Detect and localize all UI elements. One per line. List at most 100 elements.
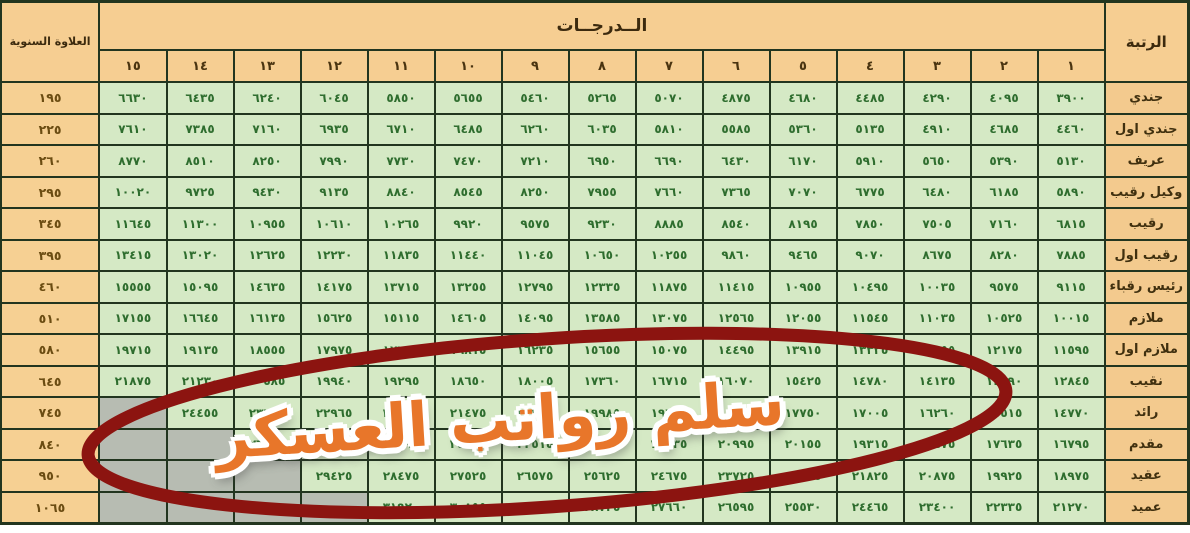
rank-cell: جندي اول	[1103, 112, 1190, 146]
salary-cell: ١٨٥٥٥	[232, 333, 302, 367]
salary-cell: ١٧١٥٥	[98, 301, 168, 335]
table-row: ملازم ١٠٠١٥ ١٠٥٢٥ ١١٠٣٥ ١١٥٤٥ ١٢٠٥٥ ١٢٥٦٥ ١٣٠٧٥…	[0, 301, 1190, 335]
salary-cell: ١٠٠٣٥	[902, 270, 972, 304]
salary-cell: ٣٩٠٠	[1036, 81, 1106, 115]
salary-cell: ٦٤٣٠	[701, 144, 771, 178]
salary-cell: ١٠٢٥٥	[634, 238, 704, 272]
salary-cell: ١٧٣٩٥	[366, 333, 436, 367]
salary-cell: ١١٤١٥	[701, 270, 771, 304]
salary-cell: ١٣٠٢٠	[165, 238, 235, 272]
salary-cell: ٧١٦٠	[232, 112, 302, 146]
table-row: رقيب اول ٧٨٨٥ ٨٢٨٠ ٨٦٧٥ ٩٠٧٠ ٩٤٦٥ ٩٨٦٠ ١٠٢٥٥ ١٠٦…	[0, 238, 1190, 272]
salary-cell: ١٥٥٥٥	[98, 270, 168, 304]
header-row-top: الرتبة الــدرجــات العلاوة السنوية	[0, 0, 1190, 83]
salary-cell: ١١٨٣٥	[366, 238, 436, 272]
salary-cell: ١١٠٣٥	[902, 301, 972, 335]
salary-cell: ٧٩٥٥	[567, 175, 637, 209]
salary-cell: ١٨٩٧٥	[1036, 459, 1106, 493]
salary-cell: ١٣٥٨٥	[567, 301, 637, 335]
salary-cell: ٤٠٩٥	[969, 81, 1039, 115]
salary-cell: ٨٨٨٥	[634, 207, 704, 241]
rank-cell: رئيس رقباء	[1103, 270, 1190, 304]
salary-cell: ١٣٤٩٠	[969, 364, 1039, 398]
salary-cell: ١٢٧٥٥	[902, 333, 972, 367]
salary-cell: ٦٨١٥	[1036, 207, 1106, 241]
salary-cell: ٨٢٥٠	[500, 175, 570, 209]
table-row: رئيس رقباء ٩١١٥ ٩٥٧٥ ١٠٠٣٥ ١٠٤٩٥ ١٠٩٥٥ ١١٤١٥ ١١…	[0, 270, 1190, 304]
salary-cell: ١٥٠٩٥	[165, 270, 235, 304]
empty-cell	[299, 490, 369, 524]
salary-cell: ٧٨٥٠	[835, 207, 905, 241]
salary-cell: ٩٤٣٠	[232, 175, 302, 209]
salary-cell: ١٢٧٩٥	[500, 270, 570, 304]
grade-1-header: ١	[1036, 49, 1106, 83]
salary-cell: ٤٢٩٠	[902, 81, 972, 115]
table-row: وكيل رقيب ٥٨٩٠ ٦١٨٥ ٦٤٨٠ ٦٧٧٥ ٧٠٧٠ ٧٣٦٥ ٧٦٦٠ ٧٩٥…	[0, 175, 1190, 209]
allowance-cell: ٣٩٥	[0, 238, 101, 272]
allowance-cell: ٣٤٥	[0, 207, 101, 241]
salary-cell: ٧٣٦٥	[701, 175, 771, 209]
salary-cell: ١٧٦٣٥	[969, 427, 1039, 461]
salary-cell: ١٦٦٤٥	[165, 301, 235, 335]
salary-cell: ١١٥٩٥	[1036, 333, 1106, 367]
salary-cell: ١٠٦٥٠	[567, 238, 637, 272]
salary-cell: ٧١٦٠	[969, 207, 1039, 241]
salary-cell: ١٤١٣٥	[902, 364, 972, 398]
grade-7-header: ٧	[634, 49, 704, 83]
salary-cell: ٢٧٦٦٠	[634, 490, 704, 524]
grade-9-header: ٩	[500, 49, 570, 83]
salary-cell: ١٣٤١٥	[98, 238, 168, 272]
salary-cell: ٢٠٨٧٥	[902, 459, 972, 493]
rank-cell: نقيب	[1103, 364, 1190, 398]
salary-cell: ١٣٢٥٥	[433, 270, 503, 304]
grade-numbers-row: ١ ٢ ٣ ٤ ٥ ٦ ٧ ٨ ٩ ١٠ ١١ ١٢ ١٣ ١٤ ١٥	[0, 49, 1188, 83]
salary-cell: ١٣٠٧٥	[634, 301, 704, 335]
salary-cell: ٢٢٣٣٥	[969, 490, 1039, 524]
salary-cell: ٨٦٧٥	[902, 238, 972, 272]
salary-cell: ٥٠٧٠	[634, 81, 704, 115]
salary-cell: ٦٧١٠	[366, 112, 436, 146]
salary-cell: ٦٤٨٥	[433, 112, 503, 146]
salary-cell: ٦٢٤٠	[232, 81, 302, 115]
salary-cell: ١٧٩٧٥	[299, 333, 369, 367]
salary-cell: ١١٠٤٥	[500, 238, 570, 272]
rank-cell: رقيب اول	[1103, 238, 1190, 272]
allowance-column-header: العلاوة السنوية	[0, 0, 101, 83]
allowance-cell: ٢٢٥	[0, 112, 101, 146]
salary-cell: ٥٢٦٥	[567, 81, 637, 115]
salary-cell: ١٨٤٧٥	[902, 427, 972, 461]
table-row: رقيب ٦٨١٥ ٧١٦٠ ٧٥٠٥ ٧٨٥٠ ٨١٩٥ ٨٥٤٠ ٨٨٨٥ ٩٢٣٠ ٩٥٧٥…	[0, 207, 1190, 241]
salary-cell: ٥٣٩٠	[969, 144, 1039, 178]
salary-cell: ٧٠٧٠	[768, 175, 838, 209]
salary-cell: ٦١٨٥	[969, 175, 1039, 209]
salary-cell: ٢١٨٢٥	[835, 459, 905, 493]
allowance-cell: ١٩٥	[0, 81, 101, 115]
salary-cell: ١٢٢٣٠	[299, 238, 369, 272]
salary-cell: ١٢٠٥٥	[768, 301, 838, 335]
salary-cell: ٧٥٠٥	[902, 207, 972, 241]
grade-3-header: ٣	[902, 49, 972, 83]
salary-cell: ٨٥١٠	[165, 144, 235, 178]
salary-cell: ٩٥٧٥	[500, 207, 570, 241]
allowance-cell: ٥٨٠	[0, 333, 101, 367]
table-row: جندي ٣٩٠٠ ٤٠٩٥ ٤٢٩٠ ٤٤٨٥ ٤٦٨٠ ٤٨٧٥ ٥٠٧٠ ٥٢٦٥ ٥٤٦٠…	[0, 81, 1190, 115]
salary-cell: ٥١٣٠	[1036, 144, 1106, 178]
table-row: جندي اول ٤٤٦٠ ٤٦٨٥ ٤٩١٠ ٥١٣٥ ٥٣٦٠ ٥٥٨٥ ٥٨١٠ ٦٠٣٥…	[0, 112, 1190, 146]
grade-15-header: ١٥	[98, 49, 168, 83]
rank-cell: ملازم اول	[1103, 333, 1190, 367]
salary-cell: ٥٦٥٥	[433, 81, 503, 115]
salary-cell: ٦٤٣٥	[165, 81, 235, 115]
allowance-cell: ٥١٠	[0, 301, 101, 335]
salary-cell: ٩٩٢٠	[433, 207, 503, 241]
salary-cell: ٢٨٧٢٥	[567, 490, 637, 524]
salary-cell: ٧٧٣٠	[366, 144, 436, 178]
rank-cell: مقدم	[1103, 427, 1190, 461]
salary-cell: ٩٧٢٥	[165, 175, 235, 209]
salary-cell: ١٠٩٥٥	[232, 207, 302, 241]
rank-cell: عريف	[1103, 144, 1190, 178]
salary-cell: ٦٤٨٠	[902, 175, 972, 209]
salary-cell: ٥٦٥٠	[902, 144, 972, 178]
salary-cell: ٤٩١٠	[902, 112, 972, 146]
salary-cell: ١٠٤٩٥	[835, 270, 905, 304]
salary-cell: ٥٨٩٠	[1036, 175, 1106, 209]
